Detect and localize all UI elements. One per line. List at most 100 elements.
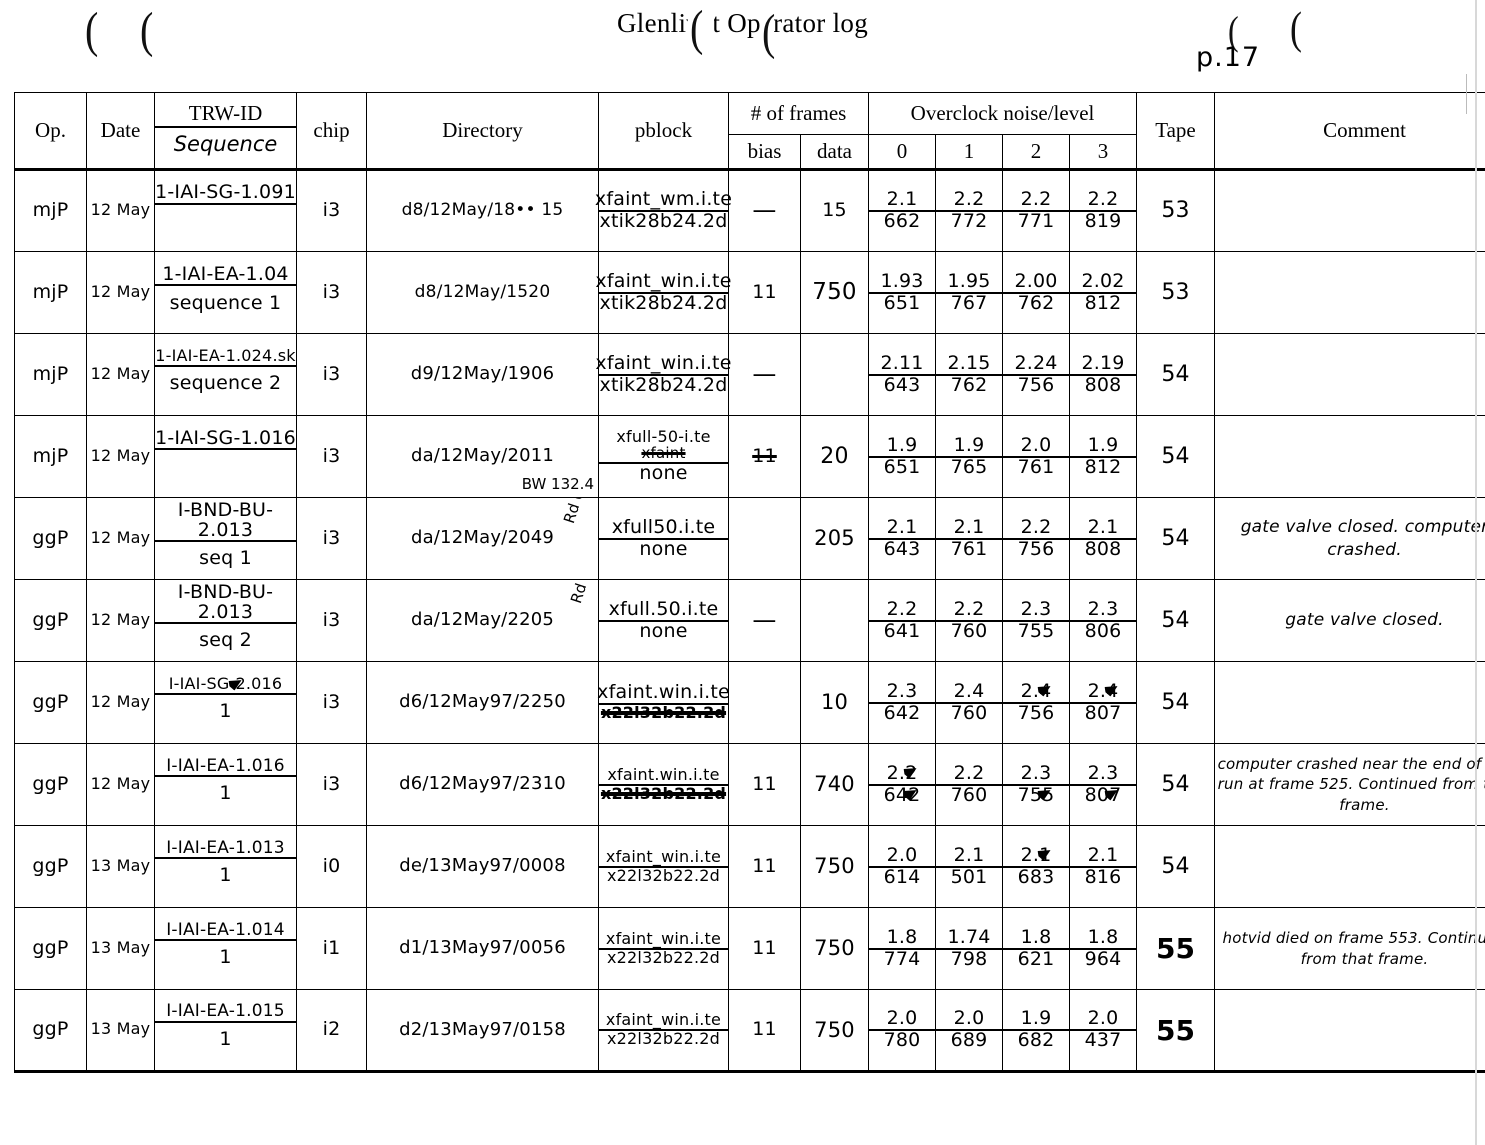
cell-directory: d6/12May97/2250 [366,661,599,744]
trw-sequence-value: sequence 2 [169,371,282,394]
cell-overclock-1: 2.0 689 [935,989,1004,1073]
cell-comment [1214,661,1485,744]
trw-sequence-value [155,205,296,239]
cell-op: mjP [14,415,87,498]
trw-id-value: I-BND-BU-2.013 [155,500,296,543]
cell-chip: i3 [296,415,367,498]
cell-trw-id: I-IAI-EA-1.015 1 [154,989,297,1073]
table-row: mjP 12 May 1-IAI-SG-1.016 i3 da/12May/20… [14,415,1485,498]
cell-chip: i3 [296,497,367,580]
cell-trw-id: I-IAI-SG-2.016 1 [154,661,297,744]
cell-pblock: xfaint_win.i.te xtik28b24.2d [595,251,732,334]
table-row: ggP 12 May I-IAI-EA-1.016 1 i3 d6/12May9… [14,743,1485,826]
cell-tape: 54 [1136,579,1216,662]
cell-overclock-2: 2.00 762 [1002,251,1071,334]
cell-trw-id: I-IAI-EA-1.014 1 [154,907,297,990]
cell-overclock-1: 1.74 798 [935,907,1004,990]
cell-directory: d6/12May97/2310 [366,743,599,826]
directory-margin-note: BW 132.4 [521,475,594,493]
cell-op: ggP [14,497,87,580]
page-edge-tick [1466,74,1467,114]
cell-trw-id: I-BND-BU-2.013 seq 1 [154,497,297,580]
pblock-line-1: xfaint_win.i.te [599,930,728,950]
stray-paren-mark-4: ( [762,3,776,60]
trw-sequence-value: 1 [219,946,232,969]
table-row: mjP 12 May 1-IAI-EA-1.04 sequence 1 i3 d… [14,251,1485,334]
cell-overclock-3: 2.4 807 [1069,661,1138,744]
cell-directory: d2/13May97/0158 [366,989,599,1073]
cell-trw-id: I-BND-BU-2.013 seq 2 [154,579,297,662]
cell-tape: 54 [1136,415,1216,498]
cell-data: 205 [799,497,870,580]
cell-tape: 53 [1136,251,1216,334]
cell-bias: 11 [728,251,801,334]
cell-overclock-0: 2.0 780 [868,989,937,1073]
pblock-line-2: none [639,461,688,484]
cell-bias: — [728,333,801,416]
cell-op: ggP [14,579,87,662]
cell-bias: 11 [728,907,801,990]
pblock-struck-text: xfaint [641,444,686,463]
pblock-line-2: xtik28b24.2d [599,210,728,232]
pblock-line-2: x22l32b22.2d [600,783,727,803]
cell-trw-id: 1-IAI-SG-1.016 [154,415,297,498]
cell-overclock-2: 2.3 755 [1002,579,1071,662]
cell-overclock-1: 1.95 767 [935,251,1004,334]
pblock-line-2: none [639,619,688,642]
cell-bias: — [728,579,801,662]
trw-id-value: I-IAI-EA-1.013 [155,839,296,860]
pblock-line-1: xfull50.i.te [599,517,728,540]
cell-overclock-1: 2.2 760 [935,743,1004,826]
cell-directory: d9/12May/1906 [366,333,599,416]
cell-overclock-1: 2.15 762 [935,333,1004,416]
cell-data: 740 [799,743,870,826]
table-row: ggP 12 May I-BND-BU-2.013 seq 1 i3 da/12… [14,497,1485,580]
cell-overclock-2: 2.3 755 [1002,743,1071,826]
pblock-line-2: x22l32b22.2d [607,947,720,967]
pblock-line-2: x22l32b22.2d [600,703,727,723]
cell-op: mjP [14,333,87,416]
table-header: Op. Date TRW-ID Sequence chip Directory … [14,92,1485,170]
cell-overclock-0: 2.3 642 [868,661,937,744]
stray-paren-mark-6: ( [1290,3,1302,53]
header-comment: Comment [1214,92,1485,170]
cell-overclock-3: 2.3 806 [1069,579,1138,662]
cell-comment: gate valve closed. [1214,579,1485,662]
cell-overclock-3: 2.1 808 [1069,497,1138,580]
table-row: ggP 13 May I-IAI-EA-1.015 1 i2 d2/13May9… [14,989,1485,1073]
trw-sequence-value: sequence 1 [169,291,282,314]
stray-paren-mark-5: ( [1228,7,1239,53]
header-directory: Directory [366,92,599,170]
cell-data [799,579,870,662]
pblock-line-2: x22l32b22.2d [607,1029,720,1048]
header-chip: chip [296,92,367,170]
directory-margin-note: Rd 08May 92 [567,581,598,606]
cell-overclock-3: 1.8 964 [1069,907,1138,990]
cell-trw-id: 1-IAI-EA-1.024.sk sequence 2 [154,333,297,416]
header-data: data [799,134,870,170]
cell-date: 13 May [86,907,155,990]
pblock-line-1: xfaint.win.i.te [597,681,730,706]
header-bias: bias [728,134,801,170]
cell-comment [1214,825,1485,908]
header-overclock-3: 3 [1069,134,1138,170]
trw-id-value: I-IAI-EA-1.015 [155,1002,296,1023]
cell-op: mjP [14,251,87,334]
pblock-line-1: xfaint_win.i.te [595,269,732,294]
trw-sequence-value: 1 [219,782,232,805]
cell-comment [1214,168,1485,252]
cell-tape: 54 [1136,333,1216,416]
pblock-line-1: xfaint_wm.i.te [594,188,733,212]
cell-overclock-0: 2.11 643 [868,333,937,416]
cell-bias: 11 [728,743,801,826]
operator-log-table: Op. Date TRW-ID Sequence chip Directory … [14,92,1485,1073]
cell-data: 15 [799,168,870,252]
cell-date: 12 May [86,251,155,334]
cell-op: ggP [14,989,87,1073]
cell-op: ggP [14,907,87,990]
cell-chip: i3 [296,743,367,826]
cell-trw-id: 1-IAI-SG-1.091 [154,168,297,252]
directory-margin-note: Rd 08May 92 [560,499,598,526]
cell-overclock-0: 2.1 662 [868,168,937,252]
table-row: ggP 12 May I-IAI-SG-2.016 1 i3 d6/12May9… [14,661,1485,744]
